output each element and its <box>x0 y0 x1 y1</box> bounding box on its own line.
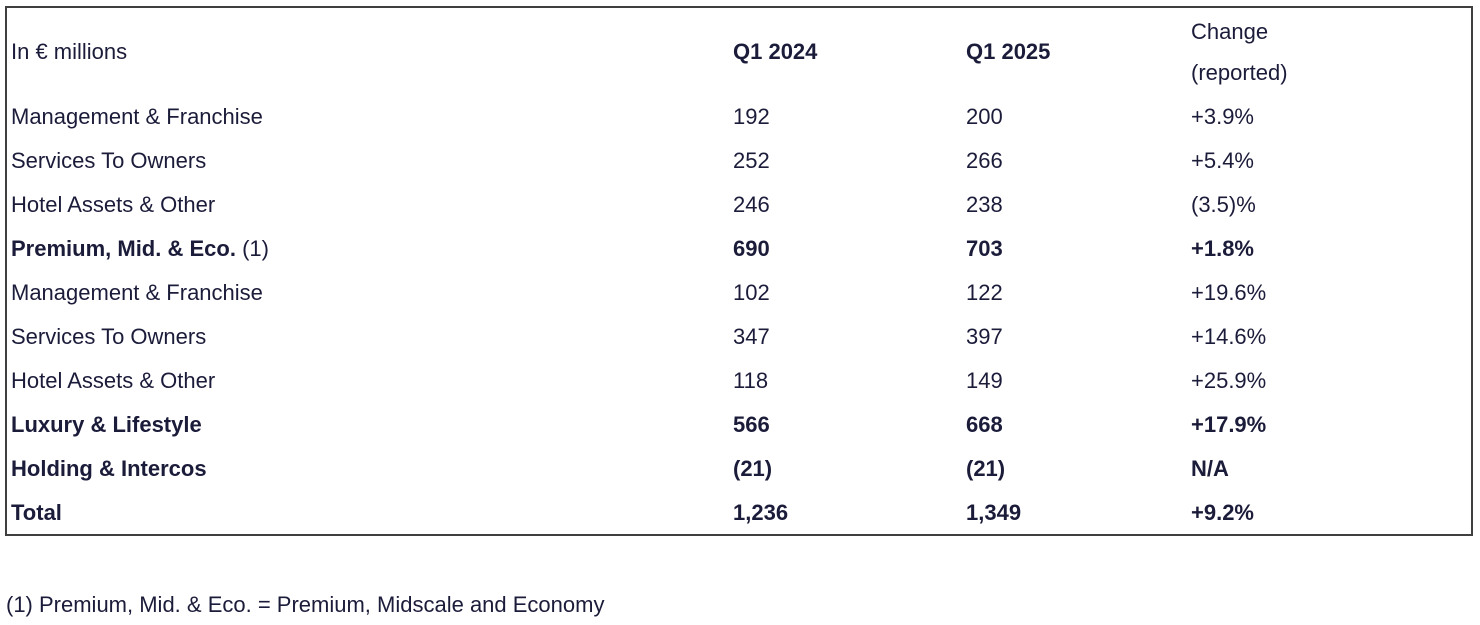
value-q1-2024: 246 <box>733 192 770 217</box>
value-q1-2025: 1,349 <box>966 499 1022 525</box>
value-q1-2025: 397 <box>966 324 1003 349</box>
value-q1-2024: 690 <box>733 236 770 261</box>
value-q1-2025: 266 <box>966 148 1003 173</box>
value-change: (3.5)% <box>1191 192 1256 217</box>
column-header-change-line1: Change <box>1191 18 1269 44</box>
table-row-total: Total 1,236 1,349 +9.2% <box>6 491 1472 535</box>
row-label: Luxury & Lifestyle <box>11 412 202 437</box>
value-change: N/A <box>1191 456 1229 481</box>
column-header-q1-2024: Q1 2024 <box>733 38 818 64</box>
value-change: +5.4% <box>1191 148 1254 173</box>
column-header-q1-2025: Q1 2025 <box>966 38 1051 64</box>
value-q1-2025: 668 <box>966 412 1003 437</box>
table-row-hotel-assets-other-ll: Hotel Assets & Other 118 149 +25.9% <box>6 359 1472 403</box>
row-label: Holding & Intercos <box>11 456 207 481</box>
column-header-change: Change (reported) <box>1187 7 1472 95</box>
value-q1-2024: (21) <box>733 456 773 481</box>
value-q1-2024: 102 <box>733 280 770 305</box>
table-row-premium-mid-eco-subtotal: Premium, Mid. & Eco. (1) 690 703 +1.8% <box>6 227 1472 271</box>
unit-label: In € millions <box>11 38 128 64</box>
table-header-row: In € millions Q1 2024 Q1 2025 Change (re… <box>6 7 1472 95</box>
row-label: Management & Franchise <box>11 280 263 305</box>
footnote: (1) Premium, Mid. & Eco. = Premium, Mids… <box>6 592 605 617</box>
row-label: Hotel Assets & Other <box>11 192 216 217</box>
table-row-holding-intercos: Holding & Intercos (21) (21) N/A <box>6 447 1472 491</box>
row-label: Total <box>11 499 62 525</box>
row-label: Services To Owners <box>11 148 207 173</box>
value-change: +1.8% <box>1191 236 1254 261</box>
row-label: Premium, Mid. & Eco. (1) <box>11 236 269 261</box>
table-row-services-to-owners-ll: Services To Owners 347 397 +14.6% <box>6 315 1472 359</box>
table-row-hotel-assets-other-pme: Hotel Assets & Other 246 238 (3.5)% <box>6 183 1472 227</box>
value-q1-2024: 347 <box>733 324 770 349</box>
value-q1-2024: 118 <box>733 368 769 393</box>
table-row-services-to-owners-pme: Services To Owners 252 266 +5.4% <box>6 139 1472 183</box>
value-q1-2024: 192 <box>733 104 770 129</box>
row-label: Management & Franchise <box>11 104 263 129</box>
row-label: Hotel Assets & Other <box>11 368 216 393</box>
value-q1-2024: 252 <box>733 148 770 173</box>
value-change: +14.6% <box>1191 324 1267 349</box>
column-header-change-line2: (reported) <box>1191 59 1288 85</box>
value-change: +17.9% <box>1191 412 1267 437</box>
revenue-table: In € millions Q1 2024 Q1 2025 Change (re… <box>5 6 1473 536</box>
value-q1-2025: 149 <box>966 368 1003 393</box>
table-row-management-franchise-ll: Management & Franchise 102 122 +19.6% <box>6 271 1472 315</box>
value-change: +9.2% <box>1191 499 1254 525</box>
value-change: +25.9% <box>1191 368 1267 393</box>
value-change: +19.6% <box>1191 280 1267 305</box>
value-q1-2025: 238 <box>966 192 1003 217</box>
value-change: +3.9% <box>1191 104 1254 129</box>
row-label: Services To Owners <box>11 324 207 349</box>
table-row-luxury-lifestyle-subtotal: Luxury & Lifestyle 566 668 +17.9% <box>6 403 1472 447</box>
value-q1-2025: 122 <box>966 280 1003 305</box>
value-q1-2025: (21) <box>966 456 1006 481</box>
value-q1-2024: 566 <box>733 412 770 437</box>
value-q1-2025: 703 <box>966 236 1003 261</box>
footnote-reference: (1) <box>242 236 269 261</box>
table-row-management-franchise-pme: Management & Franchise 192 200 +3.9% <box>6 95 1472 139</box>
value-q1-2024: 1,236 <box>733 499 789 525</box>
value-q1-2025: 200 <box>966 104 1003 129</box>
